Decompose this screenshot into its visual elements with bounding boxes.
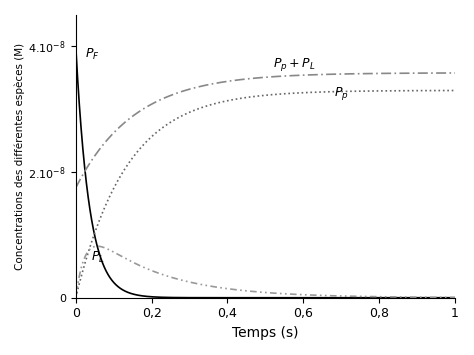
Y-axis label: Concentrations des différentes espèces (M): Concentrations des différentes espèces (… bbox=[15, 43, 26, 270]
Text: $P_L$: $P_L$ bbox=[91, 250, 105, 266]
Text: $P_p$: $P_p$ bbox=[334, 84, 348, 102]
Text: $P_p+P_L$: $P_p+P_L$ bbox=[273, 56, 316, 73]
X-axis label: Temps (s): Temps (s) bbox=[232, 326, 299, 340]
Text: $P_F$: $P_F$ bbox=[85, 47, 100, 62]
